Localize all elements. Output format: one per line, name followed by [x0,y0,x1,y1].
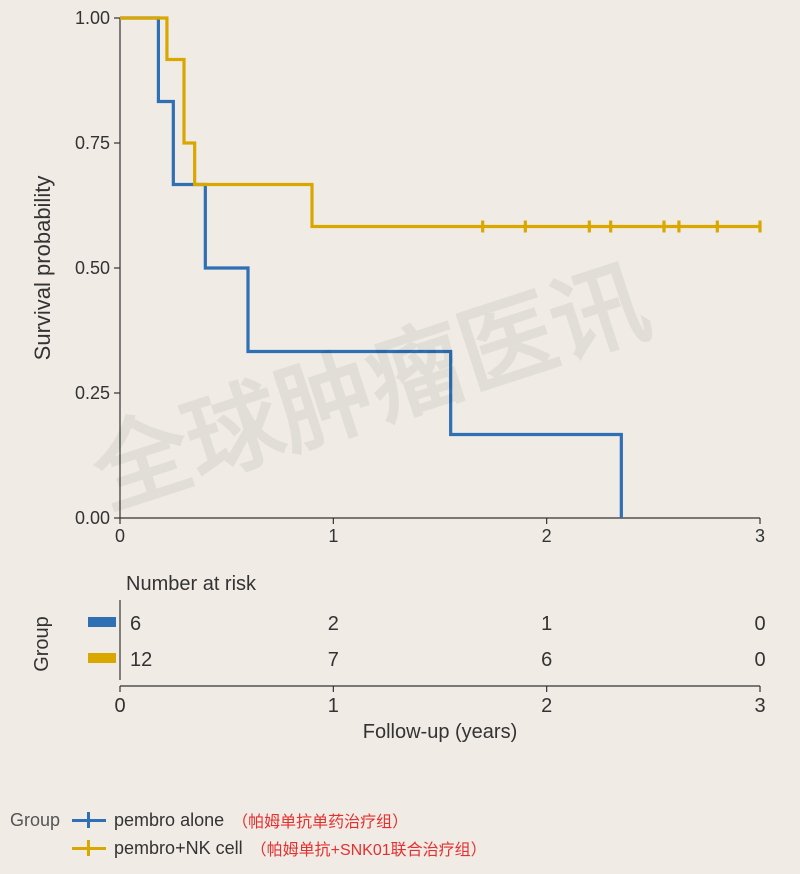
svg-text:6: 6 [541,649,552,671]
svg-text:2: 2 [541,695,552,717]
svg-text:2: 2 [542,526,552,546]
legend-bottom: Group pembro alone （帕姆单抗单药治疗组） Group pem… [10,804,487,864]
svg-text:Survival probability: Survival probability [30,176,55,361]
svg-text:1: 1 [328,526,338,546]
km-figure: 全球肿瘤医讯 0.000.250.500.751.000123Survival … [0,0,800,874]
svg-text:0: 0 [114,695,125,717]
svg-text:0: 0 [754,649,765,671]
legend-series-1: pembro+NK cell [114,838,243,859]
svg-text:1: 1 [541,613,552,635]
km-plot-svg: 0.000.250.500.751.000123Survival probabi… [0,0,800,780]
svg-text:Follow-up (years): Follow-up (years) [363,721,517,743]
svg-text:12: 12 [130,649,152,671]
legend-series-0: pembro alone [114,810,224,831]
svg-text:0.75: 0.75 [75,133,110,153]
svg-text:1.00: 1.00 [75,8,110,28]
svg-text:0: 0 [754,613,765,635]
svg-text:3: 3 [754,695,765,717]
svg-text:Group: Group [31,616,53,672]
svg-text:1: 1 [328,695,339,717]
svg-text:7: 7 [328,649,339,671]
svg-text:6: 6 [130,613,141,635]
legend-swatch-0 [72,812,106,828]
legend-group-label: Group [10,810,60,831]
svg-text:0.50: 0.50 [75,258,110,278]
svg-text:3: 3 [755,526,765,546]
svg-text:2: 2 [328,613,339,635]
legend-zh-1: （帕姆单抗+SNK01联合治疗组） [251,836,487,860]
legend-swatch-1 [72,840,106,856]
svg-text:Number at risk: Number at risk [126,573,257,595]
legend-zh-0: （帕姆单抗单药治疗组） [232,808,408,832]
svg-text:0.00: 0.00 [75,508,110,528]
svg-text:0: 0 [115,526,125,546]
svg-text:0.25: 0.25 [75,383,110,403]
